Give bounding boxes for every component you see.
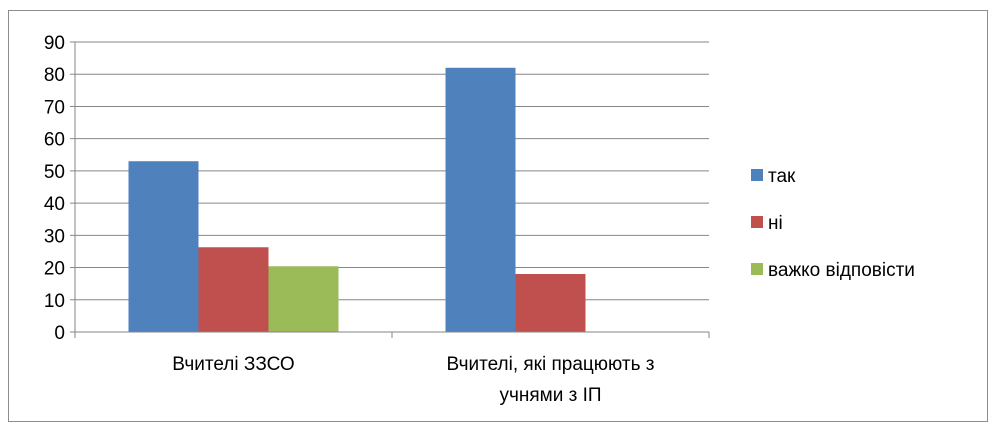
legend-label: ні: [768, 213, 783, 234]
y-tick-label: 10: [44, 291, 65, 312]
y-tick-label: 80: [44, 65, 65, 86]
category-label: Вчителі ЗЗСО: [172, 354, 294, 375]
bar-2-2: [515, 274, 586, 332]
bar-3-1: [268, 266, 339, 332]
legend-swatch: [751, 169, 763, 181]
legend-label: так: [768, 166, 796, 187]
y-tick-label: 0: [54, 323, 65, 344]
legend-label: важко відповісти: [768, 260, 915, 281]
y-tick-label: 30: [44, 226, 65, 247]
category-label: Вчителі, які працюють з: [447, 354, 655, 375]
y-tick-label: 20: [44, 259, 65, 280]
bar-1-1: [128, 161, 199, 332]
y-tick-labels: 0 10 20 30 40 50 60 70 80 90: [44, 33, 65, 344]
bar-2-1: [198, 247, 269, 332]
y-tick-label: 40: [44, 194, 65, 215]
bars: [128, 67, 586, 333]
y-tick-label: 50: [44, 162, 65, 183]
legend-swatch: [751, 216, 763, 228]
legend: так ні важко відповісти: [751, 166, 915, 281]
bar-1-2: [445, 67, 516, 333]
y-tick-label: 60: [44, 130, 65, 151]
y-tick-label: 70: [44, 97, 65, 118]
axes: [70, 41, 710, 338]
category-labels: Вчителі ЗЗСО Вчителі, які працюють з учням…: [172, 354, 654, 406]
legend-swatch: [751, 263, 763, 275]
y-tick-label: 90: [44, 33, 65, 54]
category-label: учнями з ІП: [499, 385, 601, 406]
